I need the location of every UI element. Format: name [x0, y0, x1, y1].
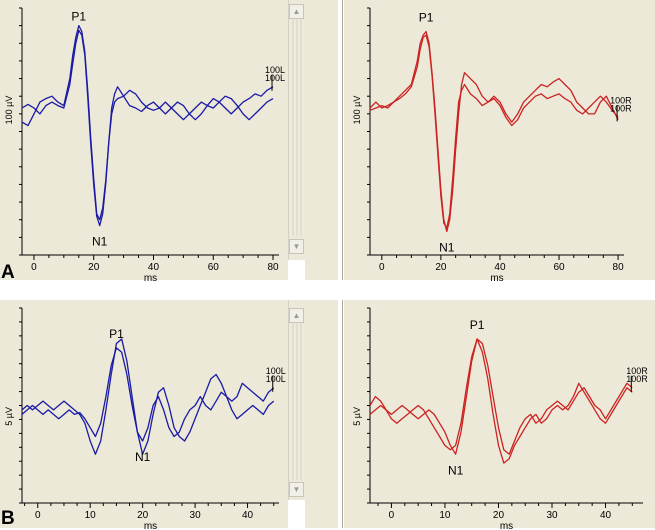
x-tick-label: 0: [379, 262, 385, 273]
peak-label-p1: P1: [71, 9, 86, 23]
series-line-1: [369, 30, 619, 233]
panel-b-right: 0 10 20 30 40 ms 5 µV P1 N1 100R 100R: [344, 300, 655, 530]
x-axis-label: ms: [144, 273, 157, 284]
panel-b-left: 0 10 20 30 40 ms 5 µV P1 N1 100L 100L: [0, 300, 288, 530]
panel-divider-highlight: [343, 300, 344, 528]
x-tick-label: 40: [148, 262, 160, 273]
x-tick-label: 20: [137, 510, 149, 521]
legend-label: 100R: [610, 95, 632, 105]
legend-label: 100L: [266, 374, 286, 384]
series-line-2: [21, 338, 275, 455]
x-tick-label: 0: [389, 510, 395, 521]
legend-label: 100L: [265, 73, 285, 83]
series-line-2: [369, 34, 619, 229]
series-line-2: [369, 338, 633, 464]
y-axis-label: 5 µV: [352, 407, 362, 426]
x-tick-label: 80: [613, 262, 625, 273]
x-axis-label: ms: [490, 273, 503, 284]
y-axis-label: 5 µV: [4, 407, 14, 426]
panel-a-right: 0 20 40 60 80 ms 100 µV P1 N1 100R 100R: [344, 0, 655, 284]
y-axis-label: 100 µV: [352, 96, 362, 125]
scroll-track[interactable]: [290, 324, 304, 480]
series-line-2: [21, 24, 274, 221]
x-tick-label: 0: [31, 262, 37, 273]
peak-label-n1: N1: [92, 235, 108, 249]
panel-divider-highlight: [343, 0, 344, 280]
scroll-track[interactable]: [290, 20, 304, 236]
scroll-down-icon[interactable]: ▼: [289, 239, 304, 254]
x-tick-label: 20: [88, 262, 100, 273]
x-tick-label: 40: [494, 262, 506, 273]
legend-label: 100L: [265, 65, 285, 75]
peak-label-n1: N1: [439, 240, 455, 254]
scrollbar-a-left[interactable]: ▲ ▼: [288, 0, 305, 260]
x-tick-label: 60: [553, 262, 565, 273]
x-tick-label: 0: [35, 510, 41, 521]
peak-label-p1: P1: [109, 327, 124, 341]
x-tick-label: 20: [435, 262, 447, 273]
scroll-down-icon[interactable]: ▼: [289, 482, 304, 497]
panel-a-left: 0 20 40 60 80 ms 100 µV P1 N1 100L 100L: [0, 0, 288, 284]
series-line-1: [21, 29, 274, 227]
x-tick-label: 60: [208, 262, 220, 273]
peak-label-n1: N1: [448, 463, 464, 477]
panel-divider: [342, 300, 343, 528]
legend-label: 100R: [626, 374, 648, 384]
x-tick-label: 30: [190, 510, 202, 521]
peak-label-n1: N1: [135, 450, 151, 464]
panel-gap-b: [305, 300, 338, 528]
legend-label: 100R: [626, 366, 648, 376]
legend-label: 100L: [266, 366, 286, 376]
y-axis-label: 100 µV: [4, 96, 14, 125]
series-line-1: [369, 338, 633, 455]
panel-label-b: B: [1, 508, 15, 529]
x-tick-label: 30: [546, 510, 558, 521]
x-tick-label: 40: [600, 510, 612, 521]
legend-label: 100R: [610, 103, 632, 113]
x-tick-label: 10: [439, 510, 451, 521]
x-tick-label: 20: [493, 510, 505, 521]
peak-label-p1: P1: [419, 11, 434, 25]
panel-divider: [342, 0, 343, 280]
x-tick-label: 80: [267, 262, 279, 273]
scroll-up-icon[interactable]: ▲: [289, 308, 304, 323]
series-line-1: [21, 347, 275, 442]
x-axis-label: ms: [500, 521, 513, 530]
panel-label-a: A: [1, 262, 15, 283]
scrollbar-b-left[interactable]: ▲ ▼: [288, 300, 305, 500]
x-axis-label: ms: [144, 521, 157, 530]
x-tick-label: 10: [85, 510, 97, 521]
peak-label-p1: P1: [470, 318, 485, 332]
scroll-up-icon[interactable]: ▲: [289, 4, 304, 19]
panel-gap-a: [305, 0, 338, 280]
x-tick-label: 40: [242, 510, 254, 521]
